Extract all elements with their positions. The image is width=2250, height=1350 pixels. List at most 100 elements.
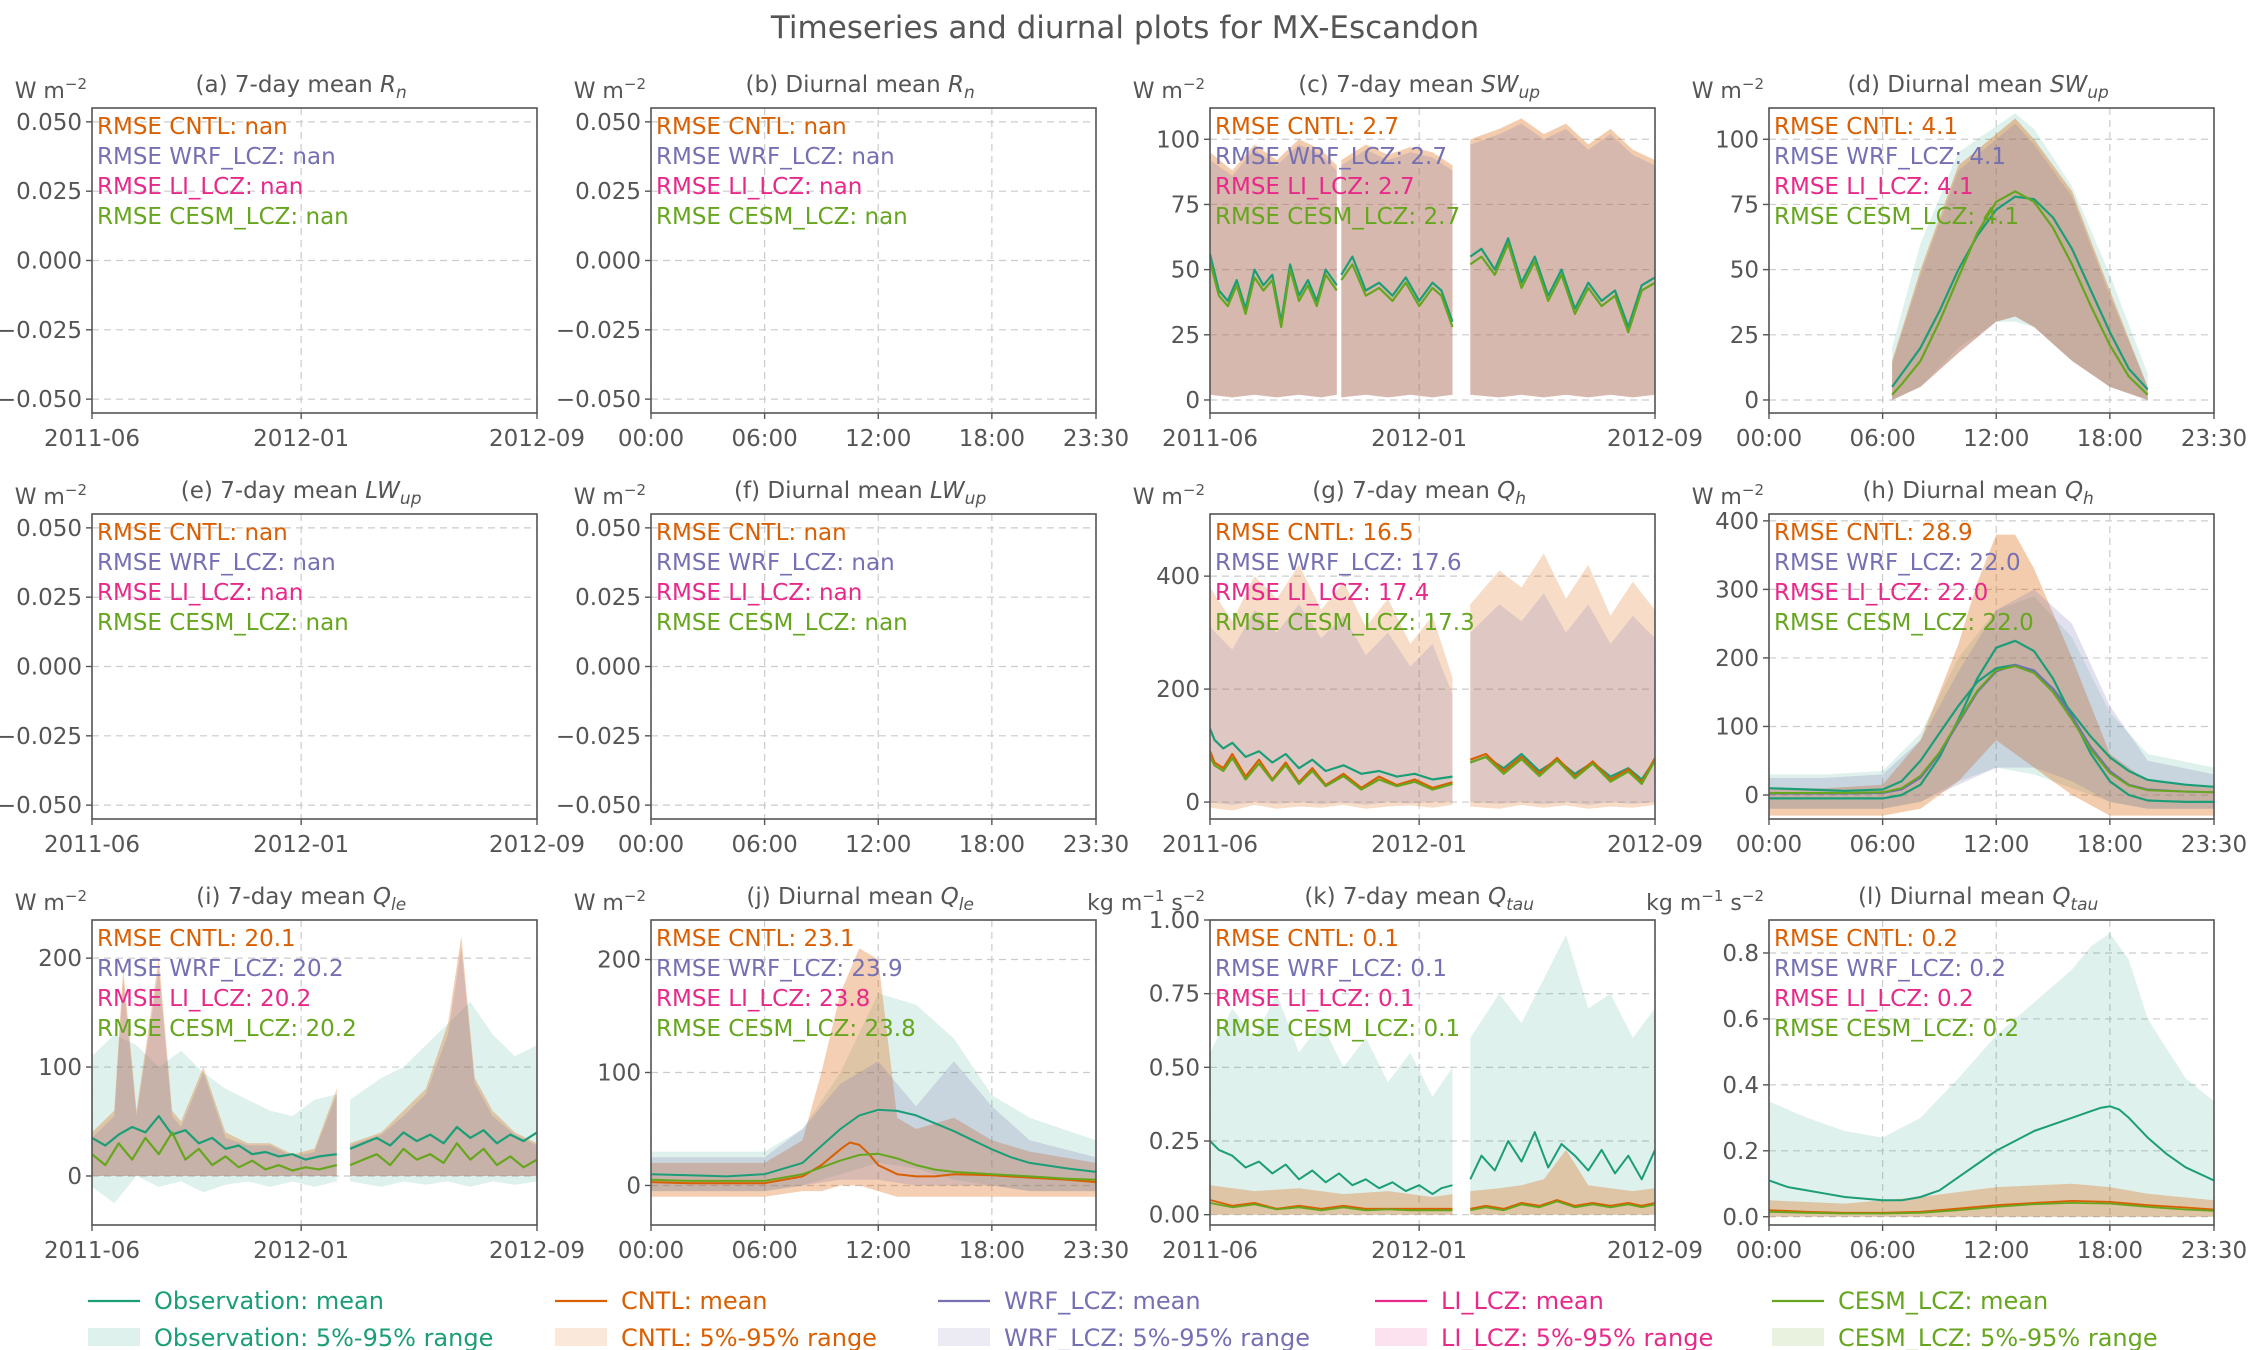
mean-line-cntl bbox=[1210, 750, 1453, 790]
mean-line-observation bbox=[1769, 639, 2214, 804]
legend-band-swatch bbox=[1772, 1328, 1824, 1346]
rmse-label: RMSE WRF_LCZ: 23.9 bbox=[656, 956, 903, 982]
mean-line-cesm_lcz bbox=[1769, 665, 2214, 794]
axis-ticks: 0 100 200 300 400 00:00 06:00 12:00 18:00 23:30 bbox=[1715, 509, 2247, 858]
x-tick-label: 00:00 bbox=[1736, 832, 1802, 858]
rmse-label: RMSE LI_LCZ: 0.1 bbox=[1215, 986, 1415, 1012]
y-tick-label: −0.050 bbox=[556, 793, 641, 819]
y-tick-label: −0.025 bbox=[556, 318, 641, 344]
y-axis-unit: W m−2 bbox=[15, 887, 87, 916]
y-tick-label: 0 bbox=[67, 1164, 82, 1190]
y-tick-label: 0 bbox=[1744, 388, 1759, 414]
range-band-wrf_lcz bbox=[651, 1061, 1096, 1192]
mean-line-cesm_lcz bbox=[1210, 756, 1453, 791]
y-tick-label: 0.25 bbox=[1149, 1129, 1200, 1155]
y-tick-label: −0.050 bbox=[0, 793, 82, 819]
x-tick-label: 00:00 bbox=[1736, 1238, 1802, 1264]
axes-frame bbox=[1768, 919, 2215, 1226]
range-band-cntl bbox=[350, 936, 537, 1176]
y-tick-label: 0.8 bbox=[1722, 941, 1759, 967]
x-tick-label: 2011-06 bbox=[1162, 1238, 1258, 1264]
x-tick-label: 2012-01 bbox=[1371, 1238, 1467, 1264]
y-tick-label: 0.00 bbox=[1149, 1203, 1200, 1229]
rmse-label: RMSE CNTL: nan bbox=[656, 114, 847, 140]
rmse-label: RMSE CESM_LCZ: 0.1 bbox=[1215, 1016, 1460, 1042]
x-tick-label: 2012-01 bbox=[253, 832, 349, 858]
axes-frame bbox=[1209, 919, 1656, 1226]
mean-line-observation bbox=[651, 1108, 1096, 1178]
axis-ticks: 0 25 50 75 100 00:00 06:00 12:00 18:00 23:30 bbox=[1715, 127, 2247, 452]
y-tick-label: 50 bbox=[1171, 258, 1200, 284]
legend-mean-label: CNTL: mean bbox=[621, 1287, 768, 1315]
rmse-label: RMSE WRF_LCZ: 17.6 bbox=[1215, 550, 1462, 576]
figure-legend: Observation: mean Observation: 5%-95% ran… bbox=[88, 1287, 2158, 1350]
panel-title: (c) 7-day mean SWup bbox=[1298, 72, 1540, 103]
x-tick-label: 23:30 bbox=[1063, 832, 1129, 858]
panel-title: (h) Diurnal mean Qh bbox=[1862, 478, 2093, 509]
legend-range-label: CNTL: 5%-95% range bbox=[621, 1324, 877, 1350]
x-tick-label: 2011-06 bbox=[44, 426, 140, 452]
x-tick-label: 2011-06 bbox=[1162, 832, 1258, 858]
rmse-label: RMSE CESM_LCZ: 23.8 bbox=[656, 1016, 916, 1042]
x-tick-label: 18:00 bbox=[2077, 832, 2143, 858]
mean-line-cesm_lcz bbox=[349, 1142, 537, 1169]
y-tick-label: 0 bbox=[1744, 783, 1759, 809]
mean-line-cesm_lcz bbox=[1340, 263, 1454, 328]
y-axis-unit: W m−2 bbox=[15, 481, 87, 510]
panel-title: (l) Diurnal mean Qtau bbox=[1858, 884, 2098, 915]
y-axis-unit: W m−2 bbox=[574, 75, 646, 104]
grid-lines bbox=[91, 514, 538, 819]
y-tick-label: 400 bbox=[1715, 509, 1759, 535]
range-band-observation bbox=[1892, 113, 2148, 400]
mean-line-observation bbox=[1891, 195, 2149, 391]
mean-line-cntl bbox=[1469, 752, 1655, 784]
x-tick-label: 2012-01 bbox=[1371, 832, 1467, 858]
x-tick-label: 00:00 bbox=[618, 426, 684, 452]
axes-frame bbox=[91, 919, 538, 1226]
rmse-label: RMSE CESM_LCZ: 20.2 bbox=[97, 1016, 357, 1042]
y-tick-label: −0.050 bbox=[556, 387, 641, 413]
axis-ticks: 0 100 200 00:00 06:00 12:00 18:00 23:30 bbox=[597, 948, 1129, 1264]
rmse-label: RMSE WRF_LCZ: nan bbox=[656, 550, 895, 576]
rmse-label: RMSE LI_LCZ: nan bbox=[656, 174, 862, 200]
rmse-label: RMSE CNTL: 28.9 bbox=[1774, 520, 1973, 546]
legend-mean-label: LI_LCZ: mean bbox=[1441, 1287, 1604, 1315]
rmse-label: RMSE CNTL: 23.1 bbox=[656, 926, 855, 952]
panel-title: (f) Diurnal mean LWup bbox=[734, 478, 986, 509]
mean-line-observation bbox=[1210, 1140, 1453, 1196]
panel-title: (g) 7-day mean Qh bbox=[1312, 478, 1526, 509]
y-tick-label: −0.050 bbox=[0, 387, 82, 413]
rmse-label: RMSE LI_LCZ: nan bbox=[97, 174, 303, 200]
rmse-label: RMSE LI_LCZ: nan bbox=[97, 580, 303, 606]
plot-area bbox=[651, 948, 1096, 1197]
x-tick-label: 2012-01 bbox=[253, 1238, 349, 1264]
mean-line-observation bbox=[1769, 1105, 2214, 1202]
plot-area bbox=[1891, 113, 2149, 401]
x-tick-label: 18:00 bbox=[2077, 426, 2143, 452]
y-tick-label: 75 bbox=[1730, 192, 1759, 218]
x-tick-label: 12:00 bbox=[845, 1238, 911, 1264]
y-tick-label: 100 bbox=[1715, 127, 1759, 153]
y-tick-label: 400 bbox=[1156, 564, 1200, 590]
y-tick-label: 0.000 bbox=[16, 655, 82, 681]
plot-area bbox=[1210, 118, 1655, 398]
mean-line-cesm_lcz bbox=[1891, 190, 2149, 396]
y-tick-label: −0.025 bbox=[0, 724, 82, 750]
panel-title: (j) Diurnal mean Qle bbox=[746, 884, 974, 915]
y-tick-label: 25 bbox=[1171, 323, 1200, 349]
range-band-wrf_lcz bbox=[1892, 123, 2148, 400]
axis-ticks: 0 200 400 2011-06 2012-01 2012-09 bbox=[1156, 564, 1703, 858]
x-tick-label: 00:00 bbox=[618, 1238, 684, 1264]
range-band-cntl bbox=[1210, 564, 1453, 811]
x-tick-label: 18:00 bbox=[2077, 1238, 2143, 1264]
y-axis-unit: kg m−1 s−2 bbox=[1646, 887, 1764, 916]
plot-area bbox=[1210, 934, 1655, 1215]
axis-ticks: 0.0 0.2 0.4 0.6 0.8 00:00 06:00 12:00 18:00 23:30 bbox=[1722, 941, 2247, 1264]
x-tick-label: 2012-09 bbox=[489, 426, 585, 452]
y-tick-label: 0.025 bbox=[575, 179, 641, 205]
mean-line-observation bbox=[349, 1125, 537, 1150]
rmse-label: RMSE WRF_LCZ: nan bbox=[656, 144, 895, 170]
rmse-label: RMSE WRF_LCZ: 0.2 bbox=[1774, 956, 2006, 982]
mean-line-cesm_lcz bbox=[92, 1131, 338, 1172]
legend-item-wrf_lcz: WRF_LCZ: mean WRF_LCZ: 5%-95% range bbox=[938, 1287, 1310, 1350]
